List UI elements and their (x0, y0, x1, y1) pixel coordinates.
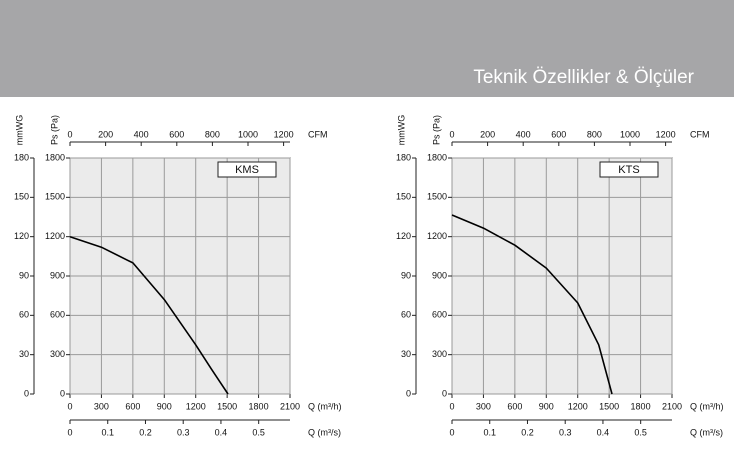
x-tick-label: 600 (125, 401, 140, 411)
y-tick-label: 600 (50, 310, 65, 320)
x3-tick-label: 0.2 (521, 427, 534, 437)
x3-tick-label: 0.1 (101, 427, 114, 437)
y-tick-label: 1800 (427, 152, 447, 162)
x2-tick-label: 600 (551, 129, 566, 139)
chart-title: KMS (235, 164, 259, 176)
x2-tick-label: 0 (67, 129, 72, 139)
x3-axis-label: Q (m³/s) (308, 427, 341, 437)
y-tick-label: 0 (60, 388, 65, 398)
y-tick-label: 0 (442, 388, 447, 398)
y-tick-label: 1500 (427, 192, 447, 202)
x-tick-label: 300 (476, 401, 491, 411)
x2-axis-label: CFM (308, 129, 328, 139)
y-tick-label: 1200 (427, 231, 447, 241)
x-tick-label: 1800 (631, 401, 651, 411)
y2-tick-label: 120 (14, 231, 29, 241)
header-title: Teknik Özellikler & Ölçüler (473, 67, 694, 88)
header-banner (0, 0, 734, 97)
y2-tick-label: 30 (19, 349, 29, 359)
y-tick-label: 900 (432, 270, 447, 280)
x2-tick-label: 200 (98, 129, 113, 139)
x3-tick-label: 0.4 (597, 427, 610, 437)
y-tick-label: 300 (432, 349, 447, 359)
y-tick-label: 1200 (45, 231, 65, 241)
x2-tick-label: 0 (449, 129, 454, 139)
title-box (217, 161, 277, 178)
x3-tick-label: 0.3 (177, 427, 190, 437)
x2-tick-label: 1000 (238, 129, 258, 139)
y-axis-label: Ps (Pa) (431, 115, 441, 145)
chart-title: KTS (618, 164, 639, 176)
x3-tick-label: 0 (67, 427, 72, 437)
y2-tick-label: 0 (406, 388, 411, 398)
x-axis-label: Q (m³/h) (690, 401, 724, 411)
x3-tick-label: 0.2 (139, 427, 152, 437)
x3-tick-label: 0.5 (634, 427, 647, 437)
fan-curve (69, 235, 229, 395)
x-axis-label: Q (m³/h) (308, 401, 342, 411)
x-tick-label: 900 (157, 401, 172, 411)
y2-tick-label: 60 (401, 310, 411, 320)
y2-tick-label: 180 (14, 152, 29, 162)
x-tick-label: 0 (67, 401, 72, 411)
fan-curve (451, 214, 613, 395)
x-tick-label: 2100 (280, 401, 300, 411)
x-tick-label: 300 (94, 401, 109, 411)
y-tick-label: 1500 (45, 192, 65, 202)
title-box (599, 161, 659, 178)
x3-tick-label: 0.1 (483, 427, 496, 437)
y2-tick-label: 90 (19, 270, 29, 280)
y2-axis-label: mmWG (14, 115, 24, 146)
x-tick-label: 1200 (186, 401, 206, 411)
x3-tick-label: 0.5 (252, 427, 265, 437)
y-tick-label: 600 (432, 310, 447, 320)
x-tick-label: 2100 (662, 401, 682, 411)
y2-tick-label: 150 (14, 192, 29, 202)
y2-tick-label: 60 (19, 310, 29, 320)
y2-axis-label: mmWG (396, 115, 406, 146)
x2-tick-label: 1200 (274, 129, 294, 139)
x3-tick-label: 0.3 (559, 427, 572, 437)
y2-tick-label: 0 (24, 388, 29, 398)
x2-tick-label: 1200 (656, 129, 676, 139)
y-tick-label: 900 (50, 270, 65, 280)
x2-tick-label: 800 (587, 129, 602, 139)
y2-tick-label: 30 (401, 349, 411, 359)
y-tick-label: 300 (50, 349, 65, 359)
y2-tick-label: 120 (396, 231, 411, 241)
y2-tick-label: 180 (396, 152, 411, 162)
x2-axis-label: CFM (690, 129, 710, 139)
x2-tick-label: 400 (134, 129, 149, 139)
y2-tick-label: 150 (396, 192, 411, 202)
x3-tick-label: 0 (449, 427, 454, 437)
x3-tick-label: 0.4 (215, 427, 228, 437)
x-tick-label: 1500 (599, 401, 619, 411)
y-axis-label: Ps (Pa) (49, 115, 59, 145)
y-tick-label: 1800 (45, 152, 65, 162)
x2-tick-label: 200 (480, 129, 495, 139)
x3-axis-label: Q (m³/s) (690, 427, 723, 437)
x2-tick-label: 400 (516, 129, 531, 139)
x-tick-label: 900 (539, 401, 554, 411)
x2-tick-label: 600 (169, 129, 184, 139)
x2-tick-label: 1000 (620, 129, 640, 139)
x-tick-label: 0 (449, 401, 454, 411)
y2-tick-label: 90 (401, 270, 411, 280)
x-tick-label: 1500 (217, 401, 237, 411)
x-tick-label: 600 (507, 401, 522, 411)
x-tick-label: 1200 (568, 401, 588, 411)
x2-tick-label: 800 (205, 129, 220, 139)
x-tick-label: 1800 (249, 401, 269, 411)
